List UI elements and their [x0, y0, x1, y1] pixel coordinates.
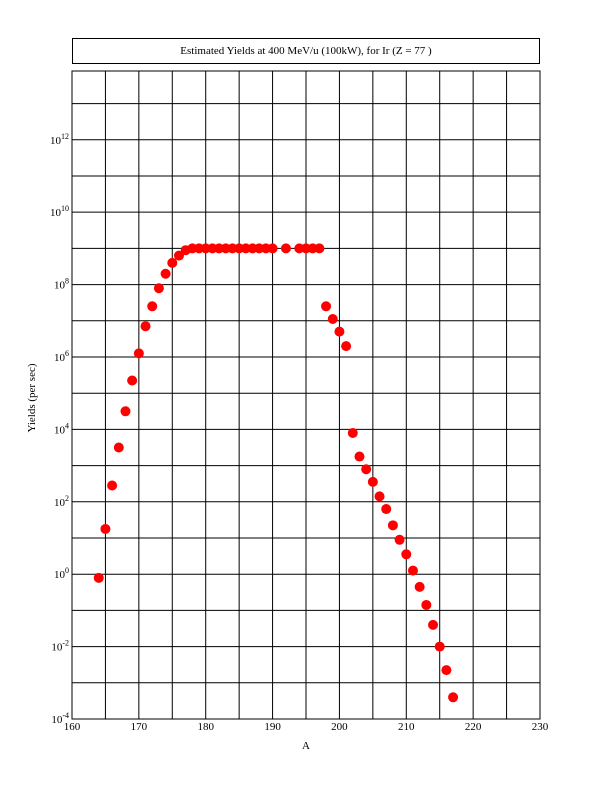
y-axis-label: Yields (per sec)	[26, 363, 38, 432]
x-tick-label: 160	[64, 721, 81, 733]
data-point	[347, 428, 358, 439]
data-point	[133, 348, 144, 359]
chart-grid	[72, 71, 540, 719]
data-points	[93, 243, 459, 703]
y-tick-label: 1012	[50, 132, 69, 147]
data-point	[127, 375, 138, 386]
x-tick-label: 180	[197, 721, 214, 733]
x-tick-label: 170	[131, 721, 148, 733]
y-tick-label: 104	[54, 421, 69, 436]
x-tick-labels: 160 170 180 190 200 210 220 230	[64, 721, 549, 733]
x-tick-label: 190	[264, 721, 281, 733]
data-point	[327, 313, 338, 324]
data-point	[147, 301, 158, 312]
data-point	[394, 534, 405, 545]
data-point	[280, 243, 291, 254]
x-axis-label: A	[302, 740, 310, 752]
data-point	[354, 451, 365, 462]
data-point	[387, 520, 398, 531]
data-point	[361, 464, 372, 475]
data-point	[414, 581, 425, 592]
data-point	[93, 572, 104, 583]
x-tick-label: 230	[532, 721, 549, 733]
data-point	[153, 283, 164, 294]
data-point	[367, 476, 378, 487]
data-point	[321, 301, 332, 312]
data-point	[314, 243, 325, 254]
data-point	[374, 491, 385, 502]
data-point	[421, 599, 432, 610]
data-point	[428, 619, 439, 630]
data-point	[401, 549, 412, 560]
x-tick-label: 220	[465, 721, 482, 733]
chart-title: Estimated Yields at 400 MeV/u (100kW), f…	[72, 38, 540, 64]
data-point	[107, 480, 118, 491]
data-point	[341, 341, 352, 352]
y-tick-label: 100	[54, 566, 69, 581]
y-tick-label: 10-2	[51, 639, 69, 654]
data-point	[434, 641, 445, 652]
data-point	[334, 326, 345, 337]
y-tick-label: 102	[54, 494, 69, 509]
data-point	[173, 250, 184, 261]
data-point	[160, 268, 171, 279]
data-point	[167, 257, 178, 268]
data-point	[100, 523, 111, 534]
data-point	[113, 442, 124, 453]
y-tick-labels: 10-4 10-2 100 102 104 106 108 1010 1012	[50, 132, 69, 726]
data-point	[381, 504, 392, 515]
y-tick-label: 108	[54, 277, 69, 292]
data-point	[448, 692, 459, 703]
x-tick-label: 210	[398, 721, 415, 733]
x-tick-label: 200	[331, 721, 348, 733]
data-point	[407, 565, 418, 576]
data-point	[140, 321, 151, 332]
y-tick-label: 1010	[50, 204, 69, 219]
y-tick-label: 106	[54, 349, 69, 364]
data-point	[120, 406, 131, 417]
data-point	[441, 665, 452, 676]
data-point	[267, 243, 278, 254]
y-tick-label: 10-4	[51, 711, 69, 726]
